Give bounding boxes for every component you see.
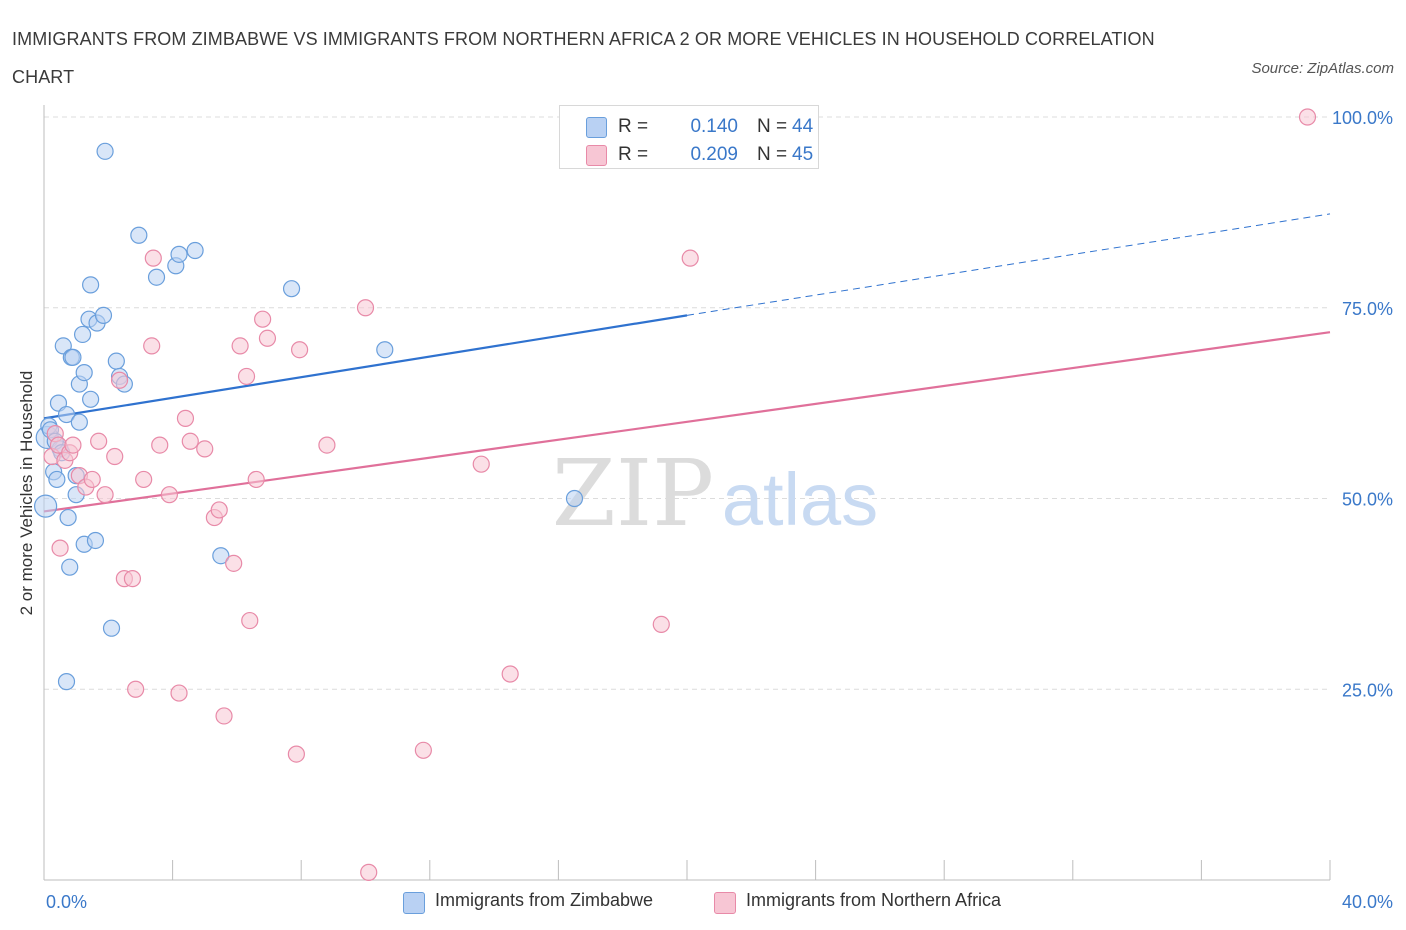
point-nafrica [176,409,195,427]
point-nafrica [254,310,272,328]
point-zimbabwe [75,364,93,382]
legend-n-value: 44 [792,116,814,137]
point-nafrica [231,337,249,355]
watermark-atlas: atlas [722,458,878,541]
point-nafrica [135,470,153,489]
point-nafrica [472,455,490,473]
point-nafrica [151,436,169,454]
y-axis-label: 2 or more Vehicles in Household [17,370,36,616]
point-zimbabwe [282,280,301,298]
point-zimbabwe [48,470,66,489]
point-zimbabwe [147,268,166,286]
y-tick-label: 75.0% [1342,299,1393,319]
point-nafrica [258,329,277,347]
legend-r-label: R = [618,116,649,137]
point-nafrica [64,436,82,454]
point-zimbabwe [70,413,88,431]
point-nafrica [210,501,228,519]
legend-swatch-zimbabwe [586,117,607,138]
legend-swatch-zimbabwe [403,892,425,914]
point-zimbabwe [82,276,100,294]
point-zimbabwe [94,306,113,324]
legend-n-value: 45 [792,144,814,165]
data-points [34,108,1317,881]
point-nafrica [360,863,378,881]
legend-r-label: R = [618,144,649,165]
point-nafrica [143,337,161,355]
point-zimbabwe [96,142,114,160]
chart-title: IMMIGRANTS FROM ZIMBABWE VS IMMIGRANTS F… [12,29,1155,87]
point-nafrica [247,470,265,489]
point-zimbabwe [86,531,105,550]
point-zimbabwe [82,390,100,408]
legend-n-label: N = [757,144,788,165]
x-tick-label: 0.0% [46,892,87,912]
point-zimbabwe [34,494,58,518]
trend-line-zimbabwe-projection [686,213,1331,316]
point-zimbabwe [107,352,125,370]
point-zimbabwe [59,508,77,527]
point-nafrica [123,570,142,588]
tick-labels: 25.0% 50.0% 75.0% 100.0% 0.0% 40.0% [46,108,1393,912]
point-nafrica [414,741,432,759]
point-nafrica [681,249,699,267]
point-nafrica [1298,108,1317,126]
point-nafrica [127,680,145,698]
point-zimbabwe [64,348,82,366]
point-nafrica [170,684,188,702]
point-nafrica [241,611,259,630]
legend-series-name: Immigrants from Zimbabwe [435,890,654,910]
point-nafrica [144,249,162,267]
point-nafrica [501,665,519,683]
point-zimbabwe [212,547,230,565]
point-zimbabwe [102,619,121,637]
point-nafrica [225,554,243,572]
point-zimbabwe [57,673,76,691]
y-tick-label: 25.0% [1342,680,1393,700]
legend-swatch-nafrica [586,145,607,166]
axes [43,105,1331,881]
y-tick-label: 100.0% [1332,108,1393,128]
point-zimbabwe [565,489,584,508]
grid-lines [44,116,1330,690]
point-zimbabwe [73,325,92,344]
legend-r-value: 0.209 [690,144,738,165]
legend-series-name: Immigrants from Northern Africa [746,890,1002,910]
point-zimbabwe [376,341,394,359]
point-nafrica [90,432,108,450]
point-nafrica [83,470,101,489]
y-tick-label: 50.0% [1342,490,1393,510]
point-nafrica [96,486,114,504]
point-nafrica [237,367,256,386]
point-nafrica [215,707,233,725]
point-zimbabwe [170,245,188,263]
stats-legend: R = 0.140 N = 44 R = 0.209 N = 45 [559,105,819,169]
watermark: ZIP atlas [552,440,878,547]
point-nafrica [196,440,214,458]
point-nafrica [356,299,375,317]
point-zimbabwe [186,241,204,260]
point-zimbabwe [61,558,79,576]
point-zimbabwe [57,405,76,424]
legend-r-value: 0.140 [690,116,738,137]
x-tick-label: 40.0% [1342,892,1393,912]
point-nafrica [110,371,129,389]
legend-n-label: N = [757,116,788,137]
source-label: Source: ZipAtlas.com [1251,60,1394,77]
point-nafrica [652,615,670,633]
point-nafrica [106,447,124,466]
point-nafrica [51,539,69,557]
point-zimbabwe [130,226,148,244]
legend-swatch-nafrica [714,892,736,914]
point-nafrica [290,341,309,359]
point-nafrica [287,745,305,763]
trend-line-zimbabwe [43,314,688,420]
point-nafrica [160,486,178,504]
point-nafrica [318,436,336,454]
point-nafrica [181,432,199,450]
